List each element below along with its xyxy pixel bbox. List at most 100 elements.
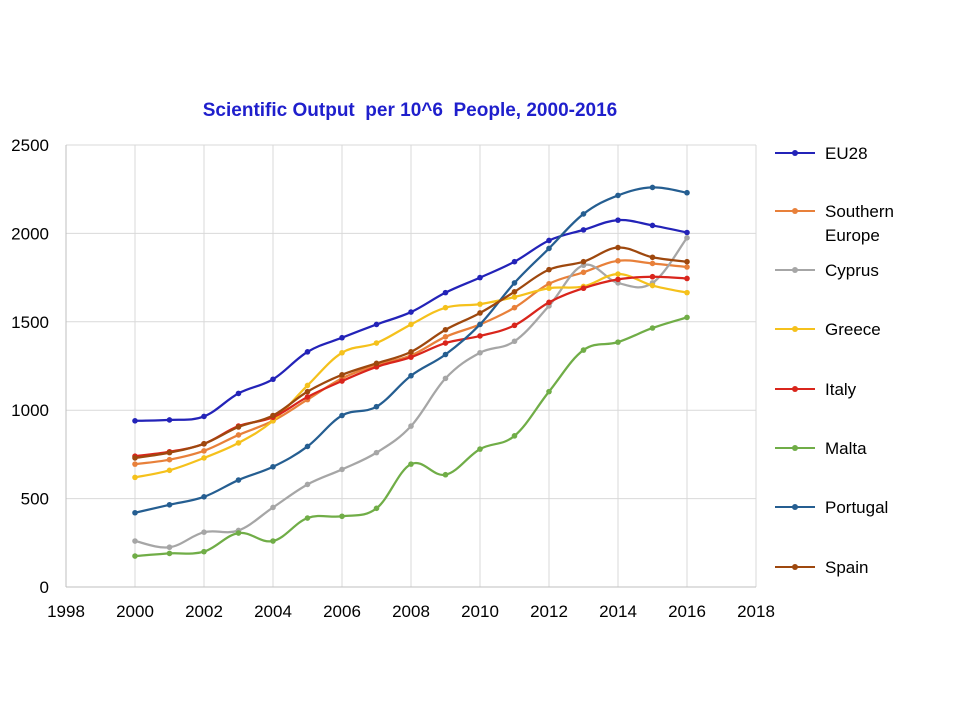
x-tick-label: 2016	[668, 602, 706, 621]
data-point	[684, 229, 690, 236]
data-point	[580, 347, 587, 353]
legend-swatch	[775, 208, 815, 214]
legend-item-portugal: Portugal	[775, 496, 945, 536]
data-point	[201, 413, 207, 420]
data-point	[615, 217, 621, 223]
chart-title: Scientific Output per 10^6 People, 2000-…	[202, 100, 618, 121]
data-point	[511, 304, 518, 311]
data-point	[649, 282, 656, 289]
data-point	[201, 529, 207, 535]
data-point	[649, 273, 656, 280]
data-point	[408, 349, 414, 355]
data-point	[235, 432, 242, 438]
data-point	[304, 349, 311, 355]
data-point	[442, 471, 449, 478]
data-point	[235, 530, 242, 536]
legend-item-italy: Italy	[775, 378, 945, 418]
data-point	[270, 538, 276, 544]
series-portugal	[132, 184, 690, 516]
data-point	[339, 412, 345, 419]
data-point	[166, 467, 173, 474]
data-point	[442, 289, 449, 296]
data-point	[408, 372, 414, 379]
data-point	[511, 258, 518, 265]
legend-item-cyprus: Cyprus	[775, 259, 945, 299]
data-point	[615, 339, 621, 345]
grid	[66, 144, 757, 587]
x-tick-label: 2004	[254, 602, 292, 621]
data-point	[684, 189, 690, 196]
x-tick-label: 2008	[392, 602, 430, 621]
data-point	[477, 310, 483, 316]
x-tick-label: 1998	[47, 602, 85, 621]
legend-label: Southern Europe	[825, 202, 894, 245]
data-point	[132, 474, 138, 481]
y-tick-label: 0	[40, 578, 49, 597]
data-point	[132, 538, 138, 544]
data-point	[546, 285, 552, 292]
axes: 0 500 1000 1500 2000 2500 1998 2000 2002 2004 2006…	[11, 136, 775, 621]
data-point	[304, 382, 311, 389]
data-point	[546, 245, 552, 252]
legend-label: Malta	[825, 439, 867, 458]
x-tick-label: 2014	[599, 602, 637, 621]
data-point	[442, 340, 449, 346]
data-point	[304, 394, 311, 400]
data-point	[339, 334, 345, 341]
legend-swatch	[775, 267, 815, 273]
x-tick-label: 2018	[737, 602, 775, 621]
data-point	[546, 237, 552, 244]
data-point	[235, 440, 242, 446]
data-point	[408, 321, 414, 328]
series-spain	[132, 244, 690, 461]
data-point	[373, 505, 380, 512]
data-point	[201, 494, 207, 500]
data-point	[546, 266, 552, 273]
x-tick-label: 2010	[461, 602, 499, 621]
series-eu28	[132, 217, 690, 424]
data-point	[546, 280, 552, 287]
y-tick-label: 2000	[11, 224, 49, 243]
legend-swatch	[775, 386, 815, 392]
y-tick-label: 500	[21, 490, 49, 509]
data-point	[477, 349, 483, 356]
data-point	[339, 372, 345, 378]
data-point	[615, 244, 621, 251]
data-point	[511, 433, 518, 439]
data-point	[201, 455, 207, 461]
data-point	[373, 403, 380, 410]
data-point	[373, 360, 380, 367]
legend-swatch	[775, 504, 815, 510]
data-point	[373, 449, 380, 456]
data-point	[201, 448, 207, 454]
legend-label: Cyprus	[825, 261, 879, 280]
data-point	[132, 461, 138, 467]
data-point	[649, 325, 656, 331]
data-point	[201, 440, 207, 447]
data-point	[615, 271, 621, 277]
y-tick-label: 1000	[11, 401, 49, 420]
data-point	[649, 222, 656, 229]
data-point	[235, 424, 242, 430]
data-point	[684, 289, 690, 296]
data-point	[615, 276, 621, 283]
data-point	[477, 274, 483, 281]
legend-label: Greece	[825, 320, 881, 339]
legend-label: EU28	[825, 144, 868, 163]
data-point	[166, 501, 173, 508]
data-point	[132, 455, 138, 461]
y-tick-label: 2500	[11, 136, 49, 155]
data-point	[684, 235, 690, 241]
x-tick-label: 2012	[530, 602, 568, 621]
data-point	[201, 548, 207, 555]
data-point	[477, 321, 483, 328]
data-point	[166, 417, 173, 423]
data-point	[304, 443, 311, 450]
data-point	[442, 334, 449, 340]
data-point	[235, 390, 242, 397]
data-point	[270, 504, 276, 511]
data-point	[615, 258, 621, 264]
data-point	[580, 211, 587, 217]
data-point	[270, 376, 276, 383]
data-point	[442, 304, 449, 311]
